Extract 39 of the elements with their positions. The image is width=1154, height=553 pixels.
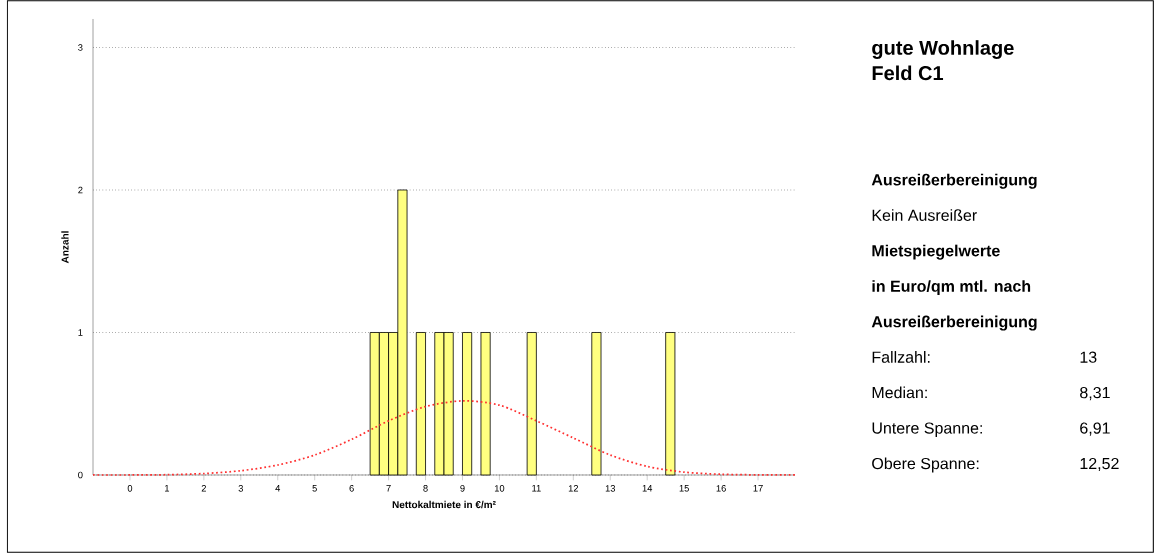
y-axis-title: Anzahl	[61, 231, 69, 264]
y-tick-label: 0	[78, 471, 83, 479]
text: Mietspiegelwerte	[872, 244, 1000, 260]
text: Kein Ausreißer	[872, 209, 977, 221]
x-tick-label: 5	[312, 485, 317, 492]
x-tick-label: 15	[679, 485, 689, 492]
y-tick-label: 3	[78, 44, 83, 51]
x-axis-title: Nettokaltmiete in €/m²	[392, 500, 496, 509]
text: Untere Spanne:	[872, 422, 982, 437]
x-tick-label: 9	[460, 485, 465, 492]
x-tick-label: 13	[605, 485, 616, 492]
text: 13	[1080, 351, 1097, 363]
text: 12,52	[1080, 457, 1119, 472]
text: Ausreißerbereinigung	[871, 173, 1037, 189]
text: Fallzahl:	[872, 351, 930, 363]
x-tick-label: 6	[349, 485, 354, 492]
x-tick-label: 0	[127, 485, 133, 492]
x-tick-label: 17	[753, 485, 763, 492]
text: Ausreißerbereinigung	[871, 315, 1037, 331]
text: in Euro/qm mtl. nach	[872, 280, 1031, 296]
x-tick-label: 10	[494, 485, 505, 492]
x-tick-label: 3	[238, 485, 243, 492]
text: Obere Spanne:	[872, 457, 979, 473]
y-tick-label: 2	[78, 186, 83, 194]
x-tick-label: 1	[165, 485, 170, 492]
x-tick-label: 2	[201, 485, 206, 492]
x-tick-label: 16	[716, 485, 726, 492]
x-tick-label: 7	[386, 485, 391, 492]
x-tick-label: 8	[423, 485, 428, 492]
text: Feld C1	[872, 65, 944, 81]
text: gute Wohnlage	[872, 40, 1014, 59]
text: Median:	[872, 386, 927, 399]
x-tick-label: 4	[275, 485, 281, 492]
x-tick-label: 11	[532, 485, 541, 492]
text: 6,91	[1080, 422, 1110, 436]
text: 8,31	[1080, 386, 1110, 401]
x-tick-label: 14	[642, 485, 653, 492]
y-tick-label: 1	[78, 329, 83, 336]
x-tick-label: 12	[568, 485, 579, 492]
